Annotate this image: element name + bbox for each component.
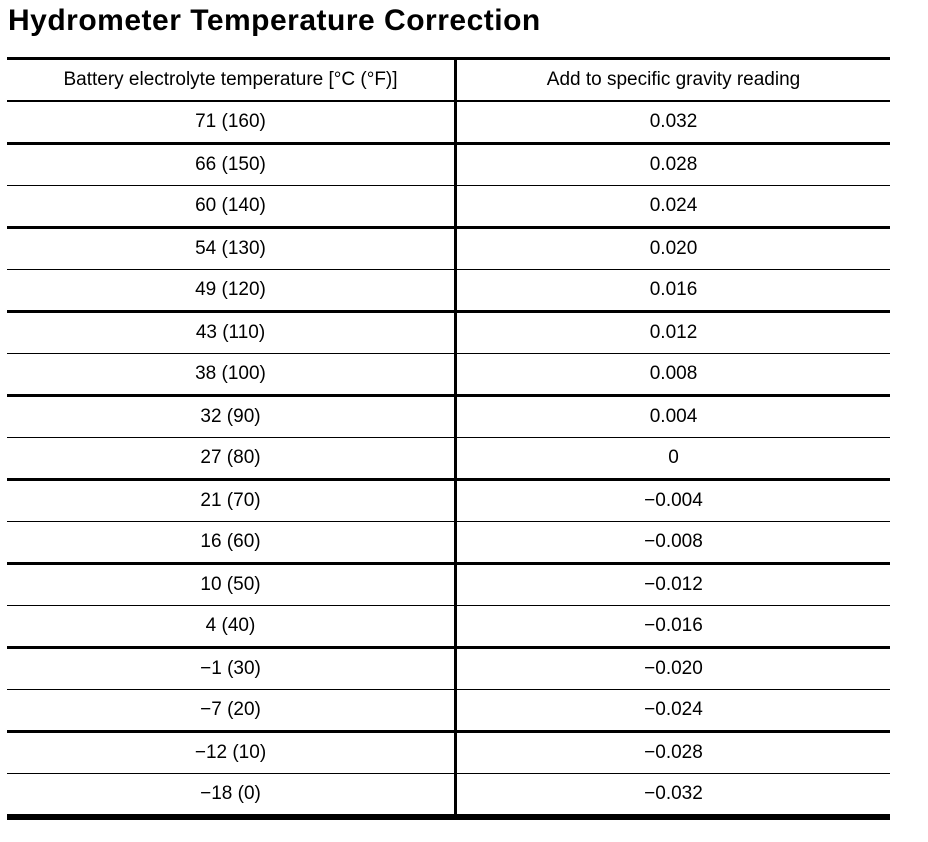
gravity-correction-cell: 0.032 — [649, 111, 698, 132]
temperature-cell: 16 (60) — [7, 521, 457, 564]
gravity-correction-cell: 0.016 — [649, 279, 698, 300]
page-title: Hydrometer Temperature Correction — [8, 4, 541, 37]
table-row: −1 (30) −0.020 — [7, 647, 890, 690]
table-row: 16 (60) −0.008 — [7, 521, 890, 564]
temperature-cell: −7 (20) — [7, 689, 457, 732]
table-row: 10 (50) −0.012 — [7, 563, 890, 606]
gravity-correction-cell: −0.008 — [644, 531, 703, 552]
gravity-correction-cell: 0.020 — [649, 238, 698, 259]
gravity-correction-cell: 0 — [668, 447, 679, 468]
gravity-correction-cell: −0.016 — [644, 615, 703, 636]
table-row: 27 (80) 0 — [7, 437, 890, 480]
table-row: 21 (70) −0.004 — [7, 479, 890, 522]
gravity-correction-cell: 0.028 — [649, 154, 698, 175]
temperature-cell: 4 (40) — [7, 605, 457, 648]
table-row: 71 (160) 0.032 — [7, 101, 890, 144]
temperature-cell: 32 (90) — [7, 395, 457, 438]
table-row: 54 (130) 0.020 — [7, 227, 890, 270]
table-row: 66 (150) 0.028 — [7, 143, 890, 186]
table-row: −18 (0) −0.032 — [7, 773, 890, 817]
temperature-cell: 21 (70) — [7, 479, 457, 522]
table-body: 71 (160) 0.032 66 (150) 0.028 60 (140) 0… — [7, 101, 890, 817]
col-header-specific-gravity: Add to specific gravity reading — [546, 69, 801, 90]
table-row: 49 (120) 0.016 — [7, 269, 890, 312]
temperature-cell: 10 (50) — [7, 563, 457, 606]
temperature-cell: 49 (120) — [7, 269, 457, 312]
temperature-cell: 60 (140) — [7, 185, 457, 228]
hydrometer-correction-table: Battery electrolyte temperature [°C (°F)… — [7, 57, 890, 820]
temperature-cell: 27 (80) — [7, 437, 457, 480]
table-row: −12 (10) −0.028 — [7, 731, 890, 774]
table-row: 4 (40) −0.016 — [7, 605, 890, 648]
table-row: 43 (110) 0.012 — [7, 311, 890, 354]
table-header: Battery electrolyte temperature [°C (°F)… — [7, 58, 890, 101]
temperature-cell: −18 (0) — [7, 773, 457, 817]
gravity-correction-cell: −0.004 — [644, 490, 703, 511]
table-row: 38 (100) 0.008 — [7, 353, 890, 396]
gravity-correction-cell: 0.008 — [649, 363, 698, 384]
gravity-correction-cell: −0.012 — [644, 574, 703, 595]
temperature-cell: 66 (150) — [7, 143, 457, 186]
table-row: 32 (90) 0.004 — [7, 395, 890, 438]
temperature-cell: 54 (130) — [7, 227, 457, 270]
gravity-correction-cell: 0.004 — [649, 406, 698, 427]
gravity-correction-cell: 0.012 — [649, 322, 698, 343]
gravity-correction-cell: 0.024 — [649, 195, 698, 216]
temperature-cell: 38 (100) — [7, 353, 457, 396]
gravity-correction-cell: −0.020 — [644, 658, 703, 679]
header-row: Battery electrolyte temperature [°C (°F)… — [7, 58, 890, 101]
temperature-cell: −1 (30) — [7, 647, 457, 690]
gravity-correction-cell: −0.028 — [644, 742, 703, 763]
gravity-correction-cell: −0.024 — [644, 699, 703, 720]
table-row: −7 (20) −0.024 — [7, 689, 890, 732]
col-header-electrolyte-temperature: Battery electrolyte temperature [°C (°F)… — [7, 58, 457, 101]
gravity-correction-cell: −0.032 — [644, 783, 703, 804]
table-row: 60 (140) 0.024 — [7, 185, 890, 228]
temperature-cell: 71 (160) — [7, 101, 457, 144]
temperature-cell: −12 (10) — [7, 731, 457, 774]
temperature-cell: 43 (110) — [7, 311, 457, 354]
